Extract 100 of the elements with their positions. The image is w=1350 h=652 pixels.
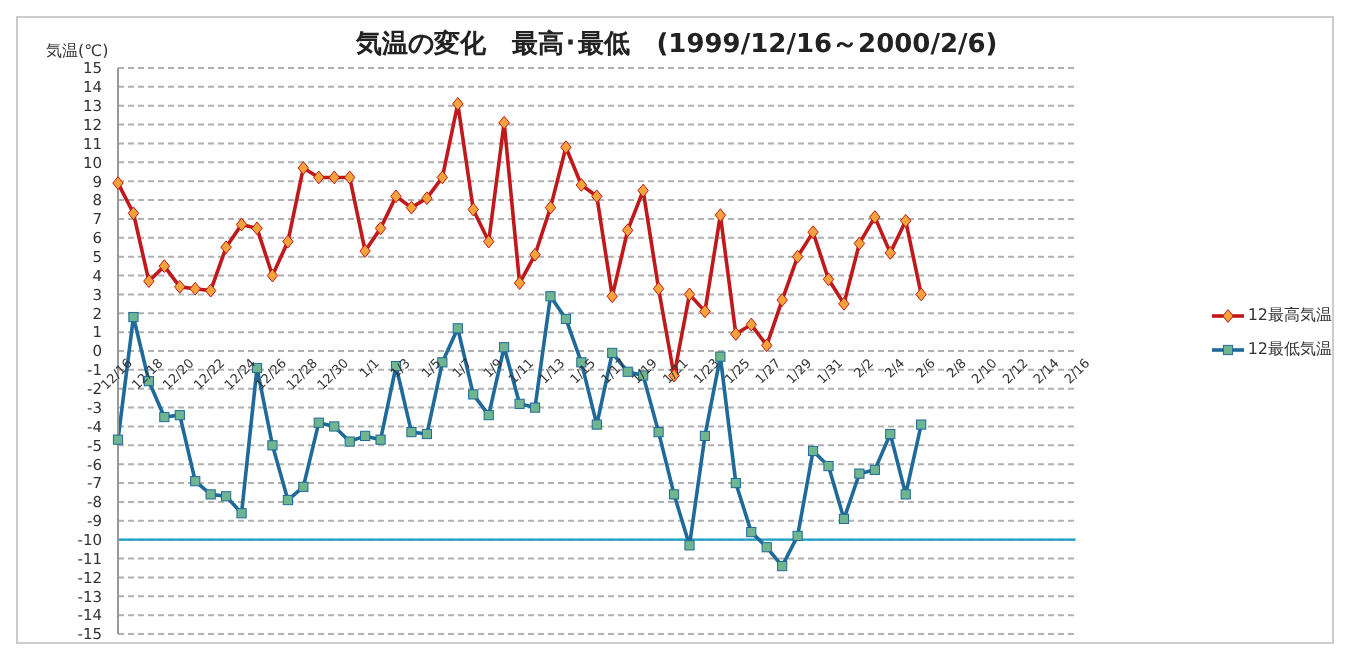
point: [313, 170, 325, 185]
point: [251, 221, 263, 236]
point: [267, 440, 278, 451]
point: [499, 342, 510, 353]
chart-title: 気温の変化 最高･最低 (1999/12/16～2000/2/6): [356, 30, 998, 60]
point: [730, 477, 741, 489]
point: [560, 313, 572, 325]
point: [622, 223, 634, 238]
point: [421, 191, 433, 206]
point: [329, 421, 340, 432]
point: [158, 259, 171, 273]
point: [328, 170, 340, 185]
point: [374, 221, 387, 236]
point: [822, 272, 835, 287]
point: [452, 96, 464, 111]
point: [343, 170, 356, 185]
legend-label: 12最高気温: [1247, 304, 1332, 326]
point: [606, 289, 618, 304]
point: [467, 202, 479, 217]
point: [298, 481, 309, 492]
point: [838, 296, 850, 311]
point: [235, 217, 248, 232]
point: [684, 540, 695, 551]
point: [159, 411, 170, 423]
point: [916, 419, 927, 430]
point: [545, 291, 556, 302]
point: [869, 464, 880, 475]
point: [112, 434, 124, 445]
point: [807, 445, 819, 457]
point: [900, 213, 912, 228]
point: [204, 283, 217, 298]
point: [854, 468, 865, 479]
point: [776, 293, 788, 307]
point: [745, 317, 757, 332]
point: [436, 170, 449, 185]
point: [683, 287, 696, 302]
point: [884, 245, 896, 260]
point: [807, 225, 819, 240]
point: [112, 176, 124, 190]
point: [869, 210, 881, 224]
point: [189, 281, 201, 296]
point: [405, 200, 418, 215]
point: [699, 304, 711, 319]
point: [513, 276, 526, 290]
point: [359, 244, 371, 258]
point: [390, 189, 402, 204]
point: [344, 436, 355, 447]
point: [174, 410, 185, 421]
point: [236, 508, 247, 519]
point: [791, 249, 804, 264]
point: [128, 311, 139, 323]
point: [483, 410, 494, 421]
point: [792, 530, 803, 541]
point: [560, 140, 572, 155]
point: [127, 206, 140, 221]
point: [900, 489, 911, 500]
point: [205, 489, 216, 500]
point: [544, 200, 557, 215]
point: [915, 287, 927, 302]
point: [529, 247, 541, 262]
point: [885, 428, 896, 440]
point: [652, 281, 665, 296]
point: [360, 430, 371, 441]
point: [282, 234, 294, 249]
point: [468, 389, 479, 400]
point: [498, 115, 510, 130]
point: [143, 274, 155, 289]
point: [591, 419, 602, 430]
point: [313, 417, 324, 428]
point: [174, 279, 186, 294]
point: [591, 189, 603, 204]
point: [297, 161, 310, 175]
point: [746, 527, 757, 538]
point: [714, 208, 727, 223]
point: [777, 560, 788, 572]
point: [575, 178, 588, 192]
point: [761, 338, 773, 353]
point: [482, 234, 495, 249]
point: [653, 427, 664, 438]
point: [221, 491, 232, 502]
point: [282, 494, 293, 506]
legend-label: 12最低気温: [1247, 338, 1332, 360]
point: [761, 542, 772, 553]
point: [823, 460, 834, 472]
point: [220, 240, 232, 255]
point: [668, 489, 680, 500]
point: [452, 323, 463, 334]
point: [699, 430, 711, 441]
y-axis-title: 気温(℃): [46, 40, 109, 62]
point: [730, 327, 742, 341]
point: [514, 398, 525, 409]
point: [838, 513, 850, 525]
point: [607, 347, 618, 358]
point: [375, 434, 386, 445]
point: [190, 476, 201, 487]
point: [266, 268, 279, 283]
point: [421, 428, 433, 440]
point: [529, 402, 541, 413]
point: [637, 183, 649, 198]
point: [853, 236, 866, 251]
